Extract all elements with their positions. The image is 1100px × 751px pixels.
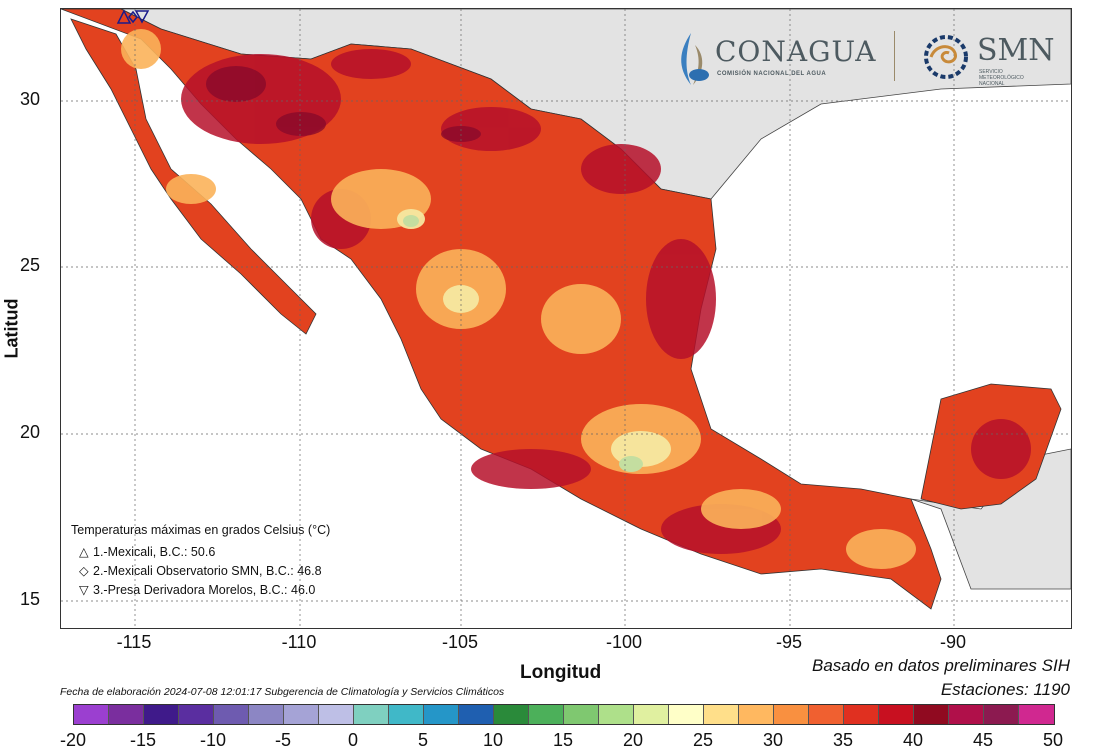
colorbar-swatch bbox=[564, 705, 599, 724]
stations-count: Estaciones: 1190 bbox=[940, 680, 1070, 699]
colorbar-swatch bbox=[774, 705, 809, 724]
colorbar-label: 25 bbox=[692, 730, 714, 750]
conagua-emblem-icon bbox=[681, 33, 709, 85]
colorbar-label: 0 bbox=[347, 730, 358, 750]
colorbar-swatch bbox=[984, 705, 1019, 724]
smn-emblem-icon bbox=[924, 35, 968, 79]
diamond-icon: ◇ bbox=[79, 564, 89, 578]
temperature-map bbox=[61, 9, 1071, 628]
legend-item-text: 3.-Presa Derivadora Morelos, B.C.: 46.0 bbox=[93, 583, 316, 597]
legend-item-text: 1.-Mexicali, B.C.: 50.6 bbox=[93, 545, 216, 559]
very-hot-zones bbox=[206, 66, 481, 142]
conagua-wordmark: CONAGUA bbox=[715, 35, 877, 68]
triangle-down-icon: ▽ bbox=[79, 583, 89, 597]
colorbar-swatch bbox=[354, 705, 389, 724]
station-3-triangle-down bbox=[134, 10, 150, 24]
colorbar-label: 35 bbox=[832, 730, 854, 750]
smn-wordmark: SMN bbox=[977, 33, 1055, 68]
colorbar-label: -15 bbox=[129, 730, 156, 750]
y-tick-label: 30 bbox=[20, 89, 41, 109]
colorbar-swatch bbox=[424, 705, 459, 724]
x-tick-label: -110 bbox=[281, 632, 317, 652]
colorbar-swatch bbox=[704, 705, 739, 724]
smn-subtitle: SERVICIO METEOROLÓGICO NACIONAL bbox=[979, 69, 1024, 87]
hot-zones bbox=[181, 49, 1031, 554]
smn-logo: SMN SERVICIO METEOROLÓGICO NACIONAL bbox=[921, 31, 1061, 91]
colorbar-swatch bbox=[494, 705, 529, 724]
colorbar-label: 40 bbox=[902, 730, 924, 750]
colorbar-swatch bbox=[879, 705, 914, 724]
colorbar-swatch bbox=[214, 705, 249, 724]
colorbar-swatch bbox=[319, 705, 354, 724]
colorbar-swatch bbox=[179, 705, 214, 724]
station-markers bbox=[116, 9, 150, 24]
legend-item: ◇ 2.-Mexicali Observatorio SMN, B.C.: 46.… bbox=[71, 562, 330, 581]
colorbar-label: -20 bbox=[59, 730, 86, 750]
creation-date-note: Fecha de elaboración 2024-07-08 12:01:17… bbox=[60, 686, 505, 698]
conagua-logo: CONAGUA COMISIÓN NACIONAL DEL AGUA bbox=[671, 31, 881, 91]
colorbar-label: 10 bbox=[482, 730, 504, 750]
colorbar-swatch bbox=[74, 705, 109, 724]
legend-item-text: 2.-Mexicali Observatorio SMN, B.C.: 46.8 bbox=[93, 564, 322, 578]
smn-subtitle-line-1: SERVICIO bbox=[979, 69, 1003, 75]
y-tick-label: 15 bbox=[20, 589, 41, 609]
y-axis-label: Latitud bbox=[1, 298, 22, 359]
colorbar-swatch bbox=[949, 705, 984, 724]
colorbar-swatch bbox=[284, 705, 319, 724]
colorbar-swatch bbox=[109, 705, 144, 724]
colorbar-swatch bbox=[1019, 705, 1054, 724]
colorbar-label: -10 bbox=[199, 730, 226, 750]
legend-item: ▽ 3.-Presa Derivadora Morelos, B.C.: 46.0 bbox=[71, 581, 330, 600]
colorbar-swatch bbox=[599, 705, 634, 724]
data-source-note: Basado en datos preliminares SIH bbox=[812, 656, 1070, 675]
colorbar-label: 50 bbox=[1042, 730, 1064, 750]
map-frame: CONAGUA COMISIÓN NACIONAL DEL AGUA SMN S… bbox=[60, 8, 1072, 629]
colorbar-swatch bbox=[249, 705, 284, 724]
colorbar-label: 15 bbox=[552, 730, 574, 750]
x-tick-label: -115 bbox=[116, 632, 152, 652]
colorbar-label: -5 bbox=[274, 730, 291, 750]
mild-zones bbox=[121, 29, 916, 569]
legend-title: Temperaturas máximas en grados Celsius (… bbox=[71, 523, 331, 537]
logo-divider bbox=[894, 31, 895, 81]
colorbar-swatch bbox=[809, 705, 844, 724]
colorbar bbox=[73, 704, 1055, 725]
colorbar-swatch bbox=[914, 705, 949, 724]
baja-california bbox=[70, 18, 317, 335]
station-1-triangle-up bbox=[116, 9, 132, 24]
y-tick-label: 20 bbox=[20, 422, 41, 442]
colorbar-label: 45 bbox=[972, 730, 994, 750]
x-tick-label: -95 bbox=[775, 632, 802, 652]
smn-subtitle-line-2: METEOROLÓGICO bbox=[979, 75, 1024, 81]
colorbar-label: 20 bbox=[622, 730, 644, 750]
conagua-subtitle: COMISIÓN NACIONAL DEL AGUA bbox=[717, 71, 827, 77]
colorbar-swatch bbox=[144, 705, 179, 724]
colorbar-swatch bbox=[739, 705, 774, 724]
colorbar-swatch bbox=[459, 705, 494, 724]
colorbar-swatch bbox=[529, 705, 564, 724]
smn-subtitle-line-3: NACIONAL bbox=[979, 81, 1005, 87]
x-tick-label: -100 bbox=[605, 632, 643, 652]
colorbar-swatch bbox=[634, 705, 669, 724]
grid-lines bbox=[61, 9, 1071, 628]
x-axis-label: Longitud bbox=[520, 662, 602, 683]
stations-legend: Temperaturas máximas en grados Celsius (… bbox=[71, 521, 330, 600]
x-tick-label: -105 bbox=[441, 632, 479, 652]
legend-item: △ 1.-Mexicali, B.C.: 50.6 bbox=[71, 543, 330, 562]
colorbar-swatch bbox=[844, 705, 879, 724]
triangle-up-icon: △ bbox=[79, 545, 89, 559]
colorbar-swatch bbox=[389, 705, 424, 724]
x-tick-label: -90 bbox=[939, 632, 966, 652]
colorbar-swatch bbox=[669, 705, 704, 724]
y-tick-label: 25 bbox=[20, 255, 41, 275]
colorbar-label: 5 bbox=[417, 730, 428, 750]
station-2-diamond bbox=[128, 10, 138, 24]
colorbar-label: 30 bbox=[762, 730, 784, 750]
